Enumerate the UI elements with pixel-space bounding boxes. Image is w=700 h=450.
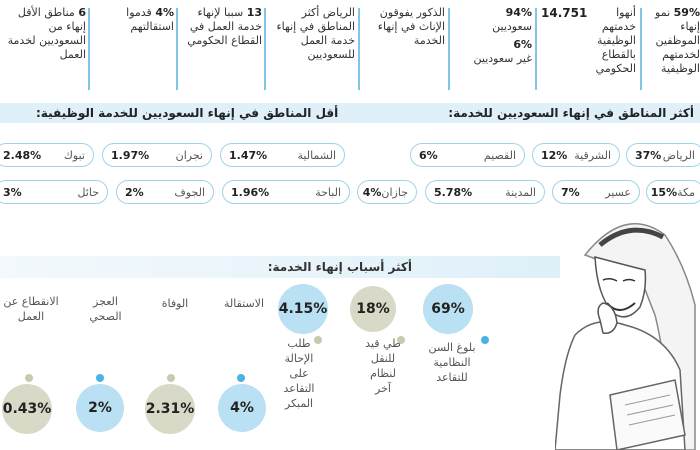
reason-label: الاستقالة	[223, 297, 265, 310]
reason-circle: 2.31%	[145, 384, 195, 434]
regions-low-header: أقل المناطق في إنهاء السعوديين للخدمة ال…	[0, 103, 351, 123]
region-pill: المدينة 5.78%	[425, 180, 545, 204]
stat-growth: 59% نمو إنهاء الموظفين لخدمتهم الوظيفية	[655, 6, 700, 75]
stat-riyadh: الرياض أكثر المناطق في إنهاء خدمة العمل …	[276, 6, 356, 61]
reason-dot	[237, 374, 245, 382]
reason-label: طلب الإحالة على التقاعد المبكر	[283, 337, 315, 410]
region-pill: حائل 3%	[0, 180, 108, 204]
reason-label: بلوغ السن النظامية للتقاعد	[428, 341, 476, 384]
region-pill: مكة 15%	[646, 180, 700, 204]
region-pill: الباحة 1.96%	[222, 180, 350, 204]
reason-dot	[481, 336, 489, 344]
divider	[176, 8, 178, 90]
reason-label: الوفاة	[161, 297, 189, 310]
reason-dot	[397, 336, 405, 344]
reason-circle: 2%	[76, 384, 124, 432]
region-pill: نجران 1.97%	[102, 143, 212, 167]
reason-label: طي قيد للنقل لنظام آخر	[365, 337, 401, 395]
reason-circle: 4.15%	[278, 284, 328, 334]
reason-circle: 18%	[350, 286, 396, 332]
reason-dot	[96, 374, 104, 382]
divider	[264, 8, 266, 90]
reason-circle: 4%	[218, 384, 266, 432]
regions-top-header: أكثر المناطق في إنهاء السعوديين للخدمة:	[349, 103, 700, 123]
region-pill: الرياض 37%	[626, 143, 700, 167]
reason-circle: 69%	[423, 284, 473, 334]
divider	[640, 8, 642, 90]
reason-circle: 0.43%	[2, 384, 52, 434]
region-pill: عسير 7%	[552, 180, 640, 204]
reason-dot	[314, 336, 322, 344]
reason-dot	[25, 374, 33, 382]
stat-reasons-count: 13 سببا لإنهاء خدمة العمل في القطاع الحك…	[187, 6, 262, 47]
region-pill: تبوك 2.48%	[0, 143, 94, 167]
thinking-man-illustration	[555, 223, 696, 450]
divider	[88, 8, 90, 90]
reason-label: العجز الصحي	[89, 295, 122, 323]
stat-nationality: 94% سعوديين 6% غير سعوديين	[473, 6, 533, 65]
reason-label: الانقطاع عن العمل	[3, 295, 59, 323]
stat-lowest-regions: 6 مناطق الأقل إنهاء من السعوديين لخدمة ا…	[7, 6, 86, 61]
region-pill: الجوف 2%	[116, 180, 214, 204]
stat-resigned: 4% قدموا استقالتهم	[126, 6, 174, 33]
reasons-header: أكثر أسباب إنهاء الخدمة:	[0, 256, 560, 278]
region-pill: القصيم 6%	[410, 143, 525, 167]
divider	[535, 8, 537, 90]
region-pill: جازان 4%	[357, 180, 417, 204]
divider	[448, 8, 450, 90]
stat-gender: الذكور يفوقون الإناث في إنهاء الخدمة	[377, 6, 445, 47]
stat-ended-count: أنهوا خدمتهم الوظيفية بالقطاع الحكومي 14…	[541, 6, 636, 75]
region-pill: الشرقية 12%	[532, 143, 620, 167]
reason-dot	[167, 374, 175, 382]
divider	[358, 8, 360, 90]
region-pill: الشمالية 1.47%	[220, 143, 345, 167]
